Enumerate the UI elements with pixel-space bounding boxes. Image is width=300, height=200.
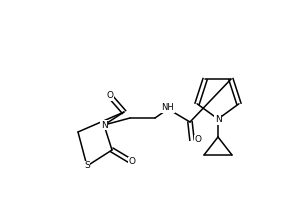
Text: O: O — [128, 158, 136, 166]
Text: N: N — [100, 120, 107, 130]
Text: O: O — [194, 136, 202, 144]
Text: S: S — [84, 162, 90, 170]
Text: N: N — [214, 116, 221, 124]
Text: O: O — [106, 92, 113, 100]
Text: NH: NH — [162, 104, 174, 112]
